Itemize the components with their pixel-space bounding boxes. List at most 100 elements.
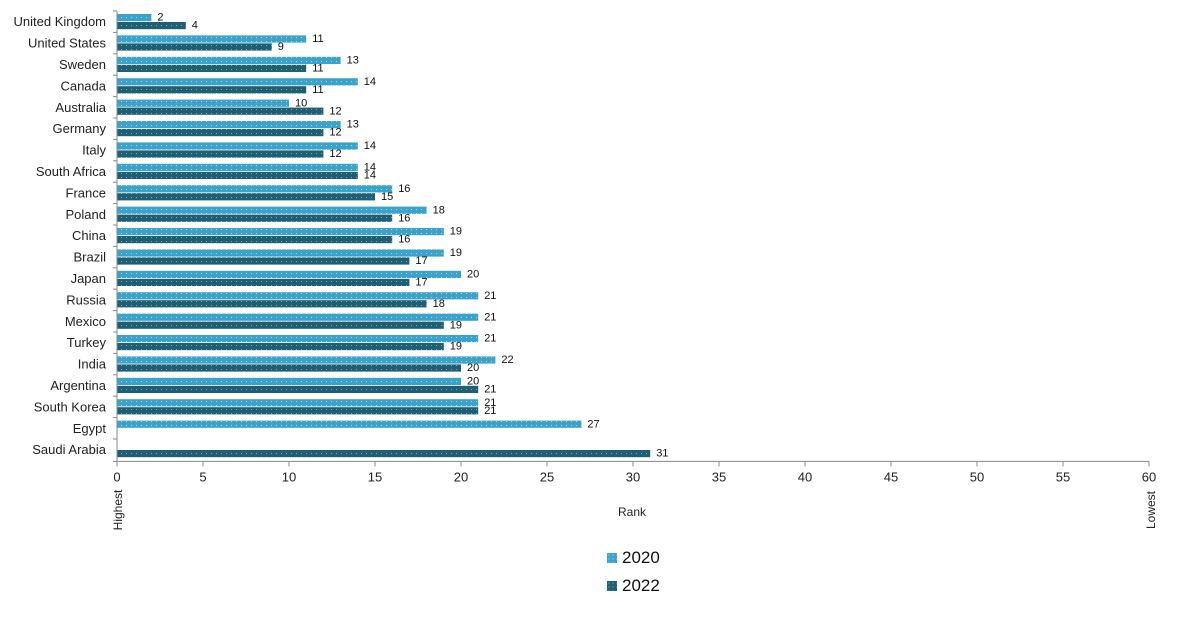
data-label-2022-united-states: 9 xyxy=(278,41,284,53)
bar-2022-italy xyxy=(117,150,324,158)
legend-label-2020: 2020 xyxy=(622,548,660,567)
category-label-brazil: Brazil xyxy=(73,250,106,265)
category-label-france: France xyxy=(66,185,106,200)
data-label-2022-south-korea: 21 xyxy=(484,405,496,417)
data-label-2020-canada: 14 xyxy=(364,76,376,88)
x-tick-label-15: 15 xyxy=(368,469,382,484)
x-tick-label-5: 5 xyxy=(199,469,206,484)
data-label-2020-egypt: 27 xyxy=(587,418,599,430)
data-label-2020-south-korea: 21 xyxy=(484,397,496,409)
x-tick-label-0: 0 xyxy=(113,469,120,484)
data-label-2020-south-africa: 14 xyxy=(364,162,376,174)
data-label-2022-turkey: 19 xyxy=(450,341,462,353)
bar-2020-south-korea xyxy=(117,399,479,407)
bar-2020-france xyxy=(117,185,393,193)
bar-2022-china xyxy=(117,236,393,244)
bar-2022-france xyxy=(117,193,375,201)
legend-label-2022: 2022 xyxy=(622,576,660,595)
legend-swatch-2022 xyxy=(607,581,617,591)
bar-2022-south-korea xyxy=(117,407,479,415)
data-label-2020-poland: 18 xyxy=(433,204,445,216)
data-label-2020-india: 22 xyxy=(501,354,513,366)
bar-2020-italy xyxy=(117,142,358,150)
category-label-south-africa: South Africa xyxy=(36,164,107,179)
data-label-2020-argentina: 20 xyxy=(467,376,479,388)
data-label-2022-india: 20 xyxy=(467,362,479,374)
bar-2022-mexico xyxy=(117,321,444,329)
x-tick-label-60: 60 xyxy=(1142,469,1156,484)
bar-2022-brazil xyxy=(117,257,410,265)
bar-2022-south-africa xyxy=(117,171,358,179)
x-axis-low-label: Highest xyxy=(111,489,125,530)
data-label-2022-sweden: 11 xyxy=(312,63,323,75)
x-tick-label-50: 50 xyxy=(970,469,984,484)
data-label-2022-china: 16 xyxy=(398,234,410,246)
data-label-2020-france: 16 xyxy=(398,183,410,195)
x-tick-label-40: 40 xyxy=(798,469,812,484)
data-label-2020-turkey: 21 xyxy=(484,333,496,345)
category-label-south-korea: South Korea xyxy=(34,399,107,414)
bar-2020-south-africa xyxy=(117,163,358,171)
data-label-2022-mexico: 19 xyxy=(450,319,462,331)
bar-2020-united-states xyxy=(117,35,307,43)
category-label-italy: Italy xyxy=(82,143,106,158)
bar-2020-turkey xyxy=(117,335,479,343)
category-label-saudi-arabia: Saudi Arabia xyxy=(32,442,106,457)
bar-2022-united-kingdom xyxy=(117,22,186,30)
bar-2022-germany xyxy=(117,129,324,137)
bar-2020-poland xyxy=(117,206,427,214)
data-label-2020-australia: 10 xyxy=(295,97,307,109)
data-label-2022-poland: 16 xyxy=(398,212,410,224)
data-label-2022-canada: 11 xyxy=(312,84,323,96)
category-label-china: China xyxy=(72,228,107,243)
bar-2022-australia xyxy=(117,107,324,115)
bar-2020-india xyxy=(117,356,496,364)
bar-2022-saudi-arabia xyxy=(117,450,651,458)
category-label-mexico: Mexico xyxy=(65,314,106,329)
x-tick-label-30: 30 xyxy=(626,469,640,484)
data-label-2020-united-states: 11 xyxy=(312,33,323,45)
x-axis-high-label: Lowest xyxy=(1144,490,1158,529)
bar-2020-china xyxy=(117,228,444,236)
legend-swatch-2020 xyxy=(607,553,617,563)
bar-2022-turkey xyxy=(117,343,444,351)
bar-2022-india xyxy=(117,364,461,372)
bar-2020-australia xyxy=(117,99,289,107)
bar-2022-japan xyxy=(117,278,410,286)
legend: 2020 2022 xyxy=(607,544,660,600)
x-tick-label-35: 35 xyxy=(712,469,726,484)
data-label-2022-saudi-arabia: 31 xyxy=(656,448,668,460)
data-label-2020-italy: 14 xyxy=(364,140,376,152)
bar-2020-germany xyxy=(117,121,341,129)
bar-chart: United Kingdom 2 4 United States 11 9 Sweden 13… xyxy=(14,10,1158,530)
category-label-sweden: Sweden xyxy=(59,57,106,72)
data-label-2020-united-kingdom: 2 xyxy=(157,12,163,24)
category-label-russia: Russia xyxy=(66,292,107,307)
bar-2020-japan xyxy=(117,270,461,278)
category-label-turkey: Turkey xyxy=(67,335,107,350)
x-axis-title: Rank xyxy=(618,505,647,519)
data-label-2020-china: 19 xyxy=(450,226,462,238)
bar-2020-united-kingdom xyxy=(117,14,152,22)
data-label-2020-mexico: 21 xyxy=(484,311,496,323)
bar-2020-russia xyxy=(117,292,479,300)
data-label-2022-italy: 12 xyxy=(329,148,341,160)
category-label-united-states: United States xyxy=(28,36,107,51)
x-tick-label-55: 55 xyxy=(1056,469,1070,484)
x-tick-label-25: 25 xyxy=(540,469,554,484)
data-label-2022-australia: 12 xyxy=(329,105,341,117)
bar-2020-canada xyxy=(117,78,358,86)
data-label-2022-argentina: 21 xyxy=(484,384,496,396)
category-label-japan: Japan xyxy=(71,271,106,286)
data-label-2020-brazil: 19 xyxy=(450,247,462,259)
bar-2022-argentina xyxy=(117,385,479,393)
x-tick-label-45: 45 xyxy=(884,469,898,484)
bar-2022-canada xyxy=(117,86,307,94)
bar-2022-united-states xyxy=(117,43,272,51)
bar-2020-egypt xyxy=(117,420,582,428)
data-label-2022-france: 15 xyxy=(381,191,393,203)
category-label-germany: Germany xyxy=(53,121,107,136)
plot-area: United Kingdom 2 4 United States 11 9 Sweden 13… xyxy=(14,10,1156,484)
category-label-canada: Canada xyxy=(60,78,106,93)
data-label-2020-russia: 21 xyxy=(484,290,496,302)
